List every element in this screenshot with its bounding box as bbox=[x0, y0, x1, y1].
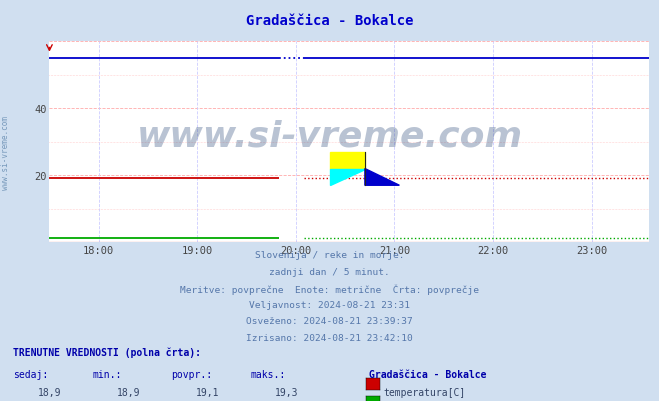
Text: www.si-vreme.com: www.si-vreme.com bbox=[1, 115, 10, 189]
Text: min.:: min.: bbox=[92, 369, 122, 379]
Polygon shape bbox=[330, 152, 365, 169]
Text: Osveženo: 2024-08-21 23:39:37: Osveženo: 2024-08-21 23:39:37 bbox=[246, 316, 413, 325]
Text: Meritve: povprečne  Enote: metrične  Črta: povprečje: Meritve: povprečne Enote: metrične Črta:… bbox=[180, 284, 479, 294]
Text: 19,3: 19,3 bbox=[275, 387, 299, 397]
Text: TRENUTNE VREDNOSTI (polna črta):: TRENUTNE VREDNOSTI (polna črta): bbox=[13, 347, 201, 357]
Text: www.si-vreme.com: www.si-vreme.com bbox=[136, 119, 523, 153]
Text: 18,9: 18,9 bbox=[38, 387, 61, 397]
Text: zadnji dan / 5 minut.: zadnji dan / 5 minut. bbox=[269, 267, 390, 276]
Text: Izrisano: 2024-08-21 23:42:10: Izrisano: 2024-08-21 23:42:10 bbox=[246, 333, 413, 342]
Text: sedaj:: sedaj: bbox=[13, 369, 48, 379]
Polygon shape bbox=[365, 169, 399, 186]
Text: Gradaščica - Bokalce: Gradaščica - Bokalce bbox=[246, 14, 413, 28]
Text: temperatura[C]: temperatura[C] bbox=[384, 387, 466, 397]
Text: Slovenija / reke in morje.: Slovenija / reke in morje. bbox=[255, 251, 404, 259]
Text: povpr.:: povpr.: bbox=[171, 369, 212, 379]
Text: 18,9: 18,9 bbox=[117, 387, 140, 397]
Text: Gradaščica - Bokalce: Gradaščica - Bokalce bbox=[369, 369, 486, 379]
Text: 19,1: 19,1 bbox=[196, 387, 219, 397]
Text: maks.:: maks.: bbox=[250, 369, 285, 379]
Text: Veljavnost: 2024-08-21 23:31: Veljavnost: 2024-08-21 23:31 bbox=[249, 300, 410, 309]
Polygon shape bbox=[330, 169, 365, 186]
